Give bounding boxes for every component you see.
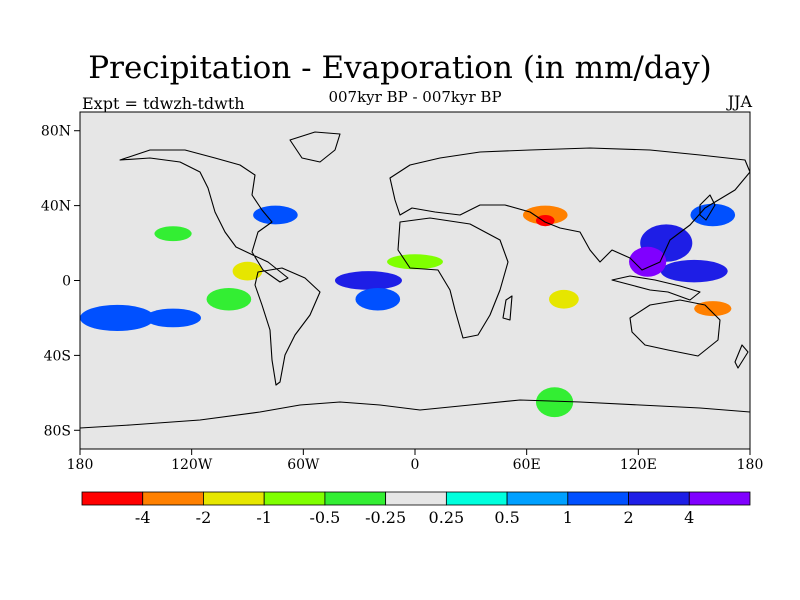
colorbar-swatch-6 xyxy=(445,491,508,506)
pe-region-16 xyxy=(535,387,574,418)
colorbar-label-9: 4 xyxy=(684,508,694,527)
coast-australia xyxy=(629,299,721,357)
colorbar-label-5: 0.25 xyxy=(429,508,465,527)
colorbar-swatch-0 xyxy=(81,491,144,506)
pe-field xyxy=(80,203,736,418)
pe-region-3 xyxy=(690,203,736,227)
pe-region-2 xyxy=(629,246,667,277)
coast-antarctica xyxy=(80,399,750,429)
colorbar-swatch-5 xyxy=(385,491,447,506)
pe-region-5 xyxy=(355,287,401,311)
pe-region-6 xyxy=(253,205,298,225)
coast-indonesia xyxy=(611,275,701,301)
coast-new-zealand xyxy=(734,344,749,369)
colorbar-swatch-10 xyxy=(688,491,751,506)
colorbar-swatch-9 xyxy=(628,491,690,506)
colorbar-label-3: -0.5 xyxy=(309,508,340,527)
coast-north-america xyxy=(119,149,289,283)
map-axes: 180 120W 60W 0 60E 120E 180 80N 40N 0 40S 80S xyxy=(41,124,763,473)
pe-region-15 xyxy=(206,287,252,311)
lat-tick-label-2: 0 xyxy=(62,274,71,290)
pe-region-12 xyxy=(549,289,579,309)
colorbar-label-2: -1 xyxy=(256,508,272,527)
colorbar-label-6: 0.5 xyxy=(494,508,519,527)
colorbar-swatch-1 xyxy=(142,491,204,506)
coast-africa xyxy=(397,217,509,339)
colorbar-label-8: 2 xyxy=(623,508,633,527)
colorbar-swatch-4 xyxy=(324,491,387,506)
colorbar-swatch-2 xyxy=(203,491,265,506)
pe-region-11 xyxy=(694,301,732,317)
map-title: Precipitation - Evaporation (in mm/day) xyxy=(88,50,712,86)
experiment-label: Expt = tdwzh-tdwth xyxy=(82,94,245,113)
lon-tick-label-4: 60E xyxy=(513,457,541,473)
colorbar-swatch-7 xyxy=(506,491,569,506)
pe-region-7 xyxy=(80,304,155,332)
coastlines xyxy=(80,131,750,429)
pe-region-8 xyxy=(145,308,201,328)
colorbar-swatch-8 xyxy=(567,491,629,506)
pe-region-17 xyxy=(154,226,192,242)
lon-tick-label-0: 180 xyxy=(67,457,94,473)
colorbar-label-0: -4 xyxy=(135,508,151,527)
colorbar-label-1: -2 xyxy=(196,508,212,527)
lat-tick-label-1: 40N xyxy=(41,199,71,215)
pe-region-1 xyxy=(660,259,728,283)
lat-tick-label-0: 80N xyxy=(41,124,71,140)
colorbar-label-7: 1 xyxy=(563,508,573,527)
lat-tick-label-4: 80S xyxy=(44,423,71,439)
coast-greenland xyxy=(289,131,341,163)
pe-region-14 xyxy=(387,254,443,270)
map-subtitle: 007kyr BP - 007kyr BP xyxy=(328,88,502,106)
pe-region-4 xyxy=(334,271,402,290)
lon-tick-label-3: 0 xyxy=(411,457,420,473)
coast-japan xyxy=(699,194,716,221)
pe-region-13 xyxy=(232,261,263,281)
colorbar: -4 -2 -1 -0.5 -0.25 0.25 0.5 1 2 4 xyxy=(81,491,751,527)
colorbar-label-4: -0.25 xyxy=(365,508,406,527)
lat-tick-label-3: 40S xyxy=(44,348,71,364)
lon-tick-label-2: 60W xyxy=(287,457,320,473)
lon-tick-label-5: 120E xyxy=(620,457,657,473)
coast-eurasia xyxy=(389,147,750,271)
colorbar-swatch-3 xyxy=(263,491,326,506)
lon-tick-label-1: 120W xyxy=(171,457,213,473)
season-label: JJA xyxy=(727,92,752,111)
coast-south-america xyxy=(254,267,321,386)
lon-tick-label-6: 180 xyxy=(737,457,764,473)
coast-madagascar xyxy=(502,295,513,321)
